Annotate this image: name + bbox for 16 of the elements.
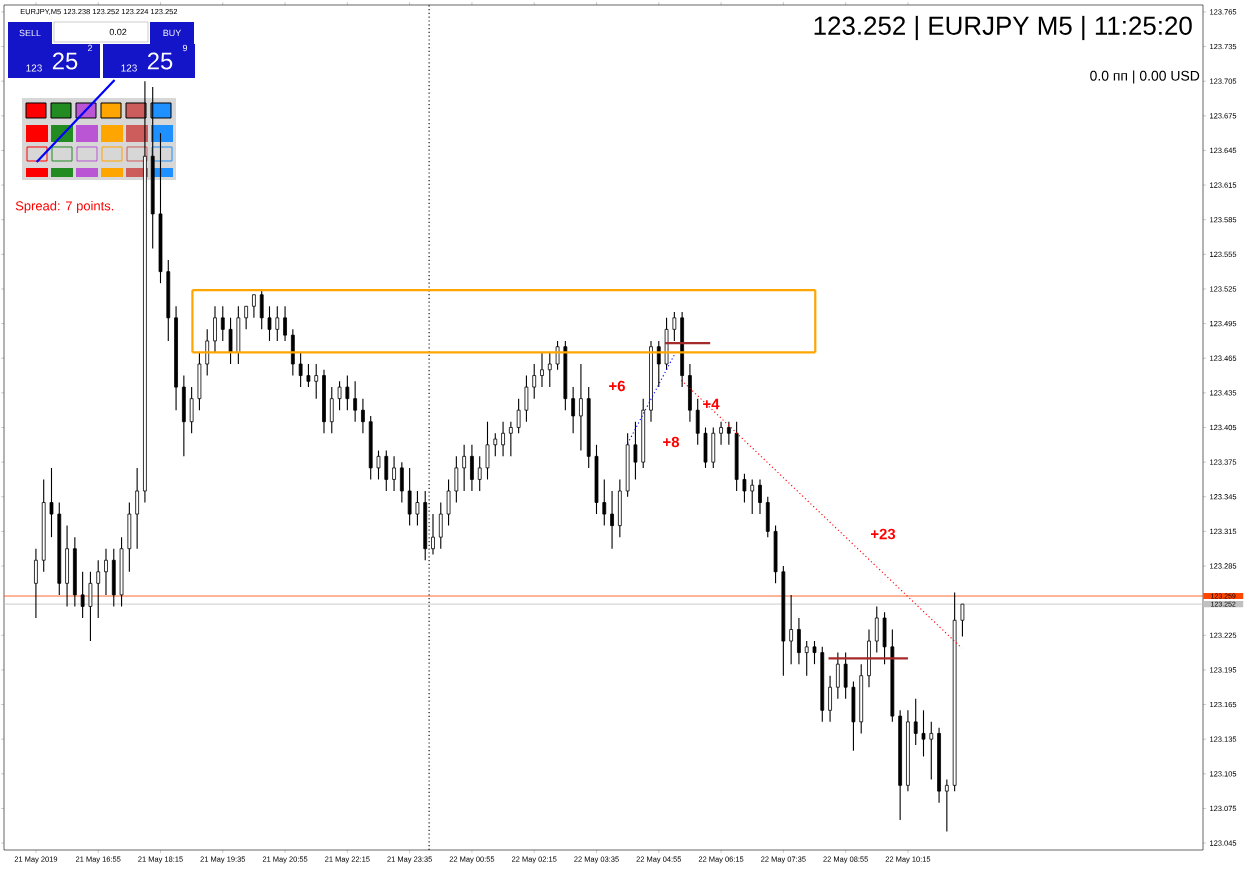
annotation: 123 xyxy=(26,64,42,72)
annotation: 25 xyxy=(52,52,78,70)
annotation: 25 xyxy=(147,52,173,70)
chart-title: 123.252 | EURJPY M5 | 11:25:20 xyxy=(814,15,1192,41)
annotation: 123 xyxy=(121,64,137,72)
annotation: +4 xyxy=(703,398,720,410)
annotation: 9 xyxy=(182,44,188,52)
annotation: 0.02 xyxy=(109,28,127,36)
annotation: +23 xyxy=(870,528,896,540)
text: 0.0 пп | 0.00 USD xyxy=(1090,70,1200,84)
annotation: +8 xyxy=(663,436,680,448)
annotation: BUY xyxy=(163,29,182,37)
annotation: SELL xyxy=(19,29,41,37)
annotation: +6 xyxy=(609,380,625,392)
annotation: 2 xyxy=(87,44,93,52)
annotation: Spread: 7 points. xyxy=(15,200,114,214)
